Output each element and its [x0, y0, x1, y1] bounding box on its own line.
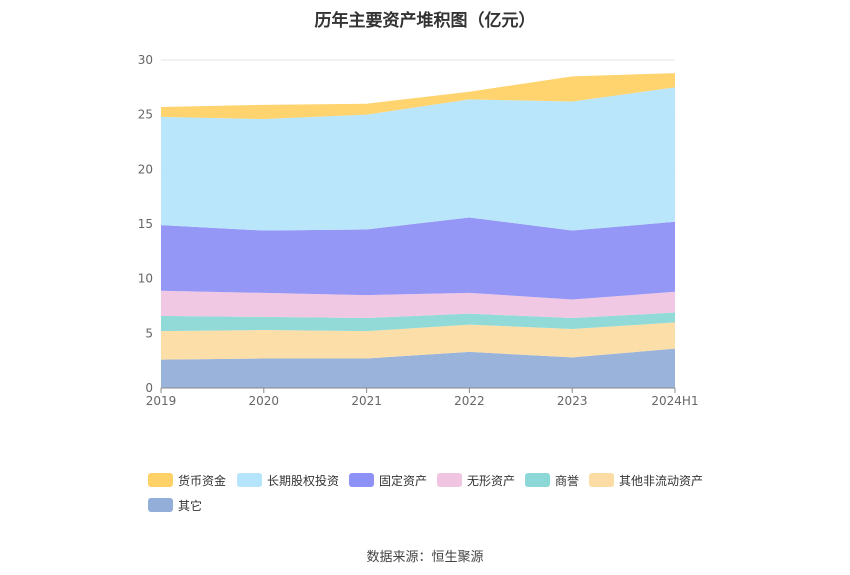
legend-item[interactable]: 固定资产: [349, 472, 427, 488]
legend-swatch: [437, 473, 462, 487]
legend-swatch: [237, 473, 262, 487]
area-series: [161, 73, 675, 388]
legend-item[interactable]: 其它: [148, 497, 202, 513]
chart-title: 历年主要资产堆积图（亿元）: [314, 11, 536, 31]
x-tick-label: 2023: [557, 394, 588, 408]
y-tick-label: 0: [145, 381, 153, 395]
stacked-area-chart: 0 5 10 15 20 25 30 2019 2020 2021 2022 2023 2024H1: [138, 53, 699, 408]
area-6: [161, 73, 675, 120]
legend-label: 固定资产: [379, 473, 428, 488]
legend-item[interactable]: 其他非流动资产: [589, 472, 703, 488]
x-tick-label: 2022: [454, 394, 485, 408]
legend-label: 无形资产: [467, 473, 516, 488]
area-2: [161, 312, 675, 332]
data-source: 数据来源：恒生聚源: [366, 550, 484, 565]
legend-label: 其它: [178, 498, 203, 513]
legend-swatch: [589, 473, 614, 487]
x-tick-label: 2020: [249, 394, 280, 408]
y-tick-label: 15: [138, 217, 153, 231]
y-tick-label: 30: [138, 53, 153, 67]
legend-swatch: [525, 473, 550, 487]
legend-item[interactable]: 货币资金: [148, 472, 226, 488]
y-tick-label: 10: [138, 272, 153, 286]
area-4: [161, 217, 675, 300]
legend-label: 其他非流动资产: [619, 473, 704, 488]
x-tick-label: 2019: [146, 394, 177, 408]
legend-label: 商誉: [555, 473, 580, 488]
legend-label: 货币资金: [178, 473, 227, 488]
area-1: [161, 322, 675, 360]
legend-swatch: [148, 498, 173, 512]
legend-swatch: [349, 473, 374, 487]
axes: 0 5 10 15 20 25 30 2019 2020 2021 2022 2023 2024H1: [138, 53, 699, 408]
legend-item[interactable]: 无形资产: [437, 472, 515, 488]
y-tick-label: 20: [138, 162, 153, 176]
area-5: [161, 87, 675, 231]
area-3: [161, 290, 675, 319]
x-tick-label: 2021: [351, 394, 382, 408]
y-tick-label: 5: [145, 326, 153, 340]
legend-swatch: [148, 473, 173, 487]
y-tick-label: 25: [138, 108, 153, 122]
legend-label: 长期股权投资: [267, 473, 340, 488]
legend-item[interactable]: 商誉: [525, 472, 579, 488]
x-tick-label: 2024H1: [651, 394, 698, 408]
legend-item[interactable]: 长期股权投资: [237, 472, 339, 488]
